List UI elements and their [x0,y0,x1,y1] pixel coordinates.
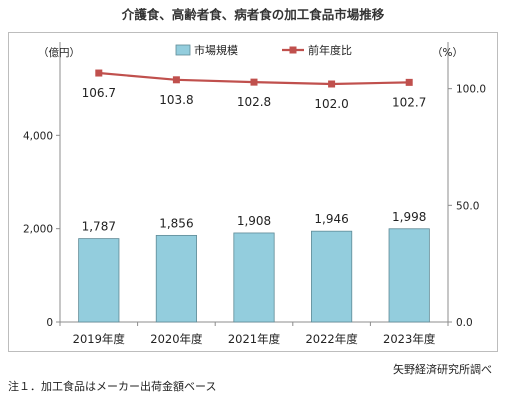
y-right-unit: （%） [432,47,463,59]
legend-marker-line [289,46,297,54]
yoy-value-label: 102.7 [392,95,426,109]
bar-value-label: 1,856 [159,216,193,230]
bar [155,234,197,323]
bar [78,238,120,323]
y-right-tick-label: 0.0 [456,317,473,329]
yoy-point [95,69,103,77]
yoy-value-label: 106.7 [82,86,116,100]
yoy-point [250,78,258,86]
yoy-value-label: 103.8 [159,93,193,107]
bar-value-label: 1,998 [392,210,426,224]
y-left-tick-label: 4,000 [23,130,53,142]
x-tick-label: 2021年度 [228,332,281,346]
bar-value-label: 1,787 [82,220,116,234]
y-left-unit: （億円） [38,46,80,59]
yoy-value-label: 102.0 [314,97,348,111]
legend-label-line: 前年度比 [308,43,352,57]
y-left-tick-label: 2,000 [23,224,53,236]
line-layer [95,69,413,88]
yoy-value-label: 102.8 [237,95,271,109]
axes-layer: 0 2,000 4,000 0.0 50.0 100.0 2019年度 2020年度 2021年… [23,42,486,346]
bar [388,228,430,323]
x-tick-label: 2020年度 [150,332,203,346]
combo-chart: 0 2,000 4,000 0.0 50.0 100.0 2019年度 2020年度 2021年… [23,42,486,346]
legend: 市場規模 前年度比 [175,43,352,57]
yoy-point [405,78,413,86]
x-tick-label: 2023年度 [383,332,436,346]
bar-value-label: 1,908 [237,214,271,228]
bar-value-label: 1,946 [314,212,348,226]
legend-label-bar: 市場規模 [194,43,238,57]
bar [311,230,353,323]
x-tick-label: 2019年度 [73,332,126,346]
y-right-tick-label: 100.0 [456,84,486,96]
y-right-tick-label: 50.0 [456,200,479,212]
chart-title: 介護食、高齢者食、病者食の加工食品市場推移 [121,7,385,22]
bar [233,232,275,323]
footnote: 注１．加工食品はメーカー出荷金額ベース [8,380,217,393]
yoy-point [172,76,180,84]
bars-layer [78,228,430,323]
yoy-point [328,80,336,88]
source-credit: 矢野経済研究所調べ [393,363,492,376]
chart-frame [8,32,498,352]
x-tick-label: 2022年度 [305,332,358,346]
legend-swatch-bar [175,44,191,56]
labels-layer: 1,787 1,856 1,908 1,946 1,998 106.7 103.8 102.8… [82,86,427,234]
y-left-tick-label: 0 [46,317,53,329]
